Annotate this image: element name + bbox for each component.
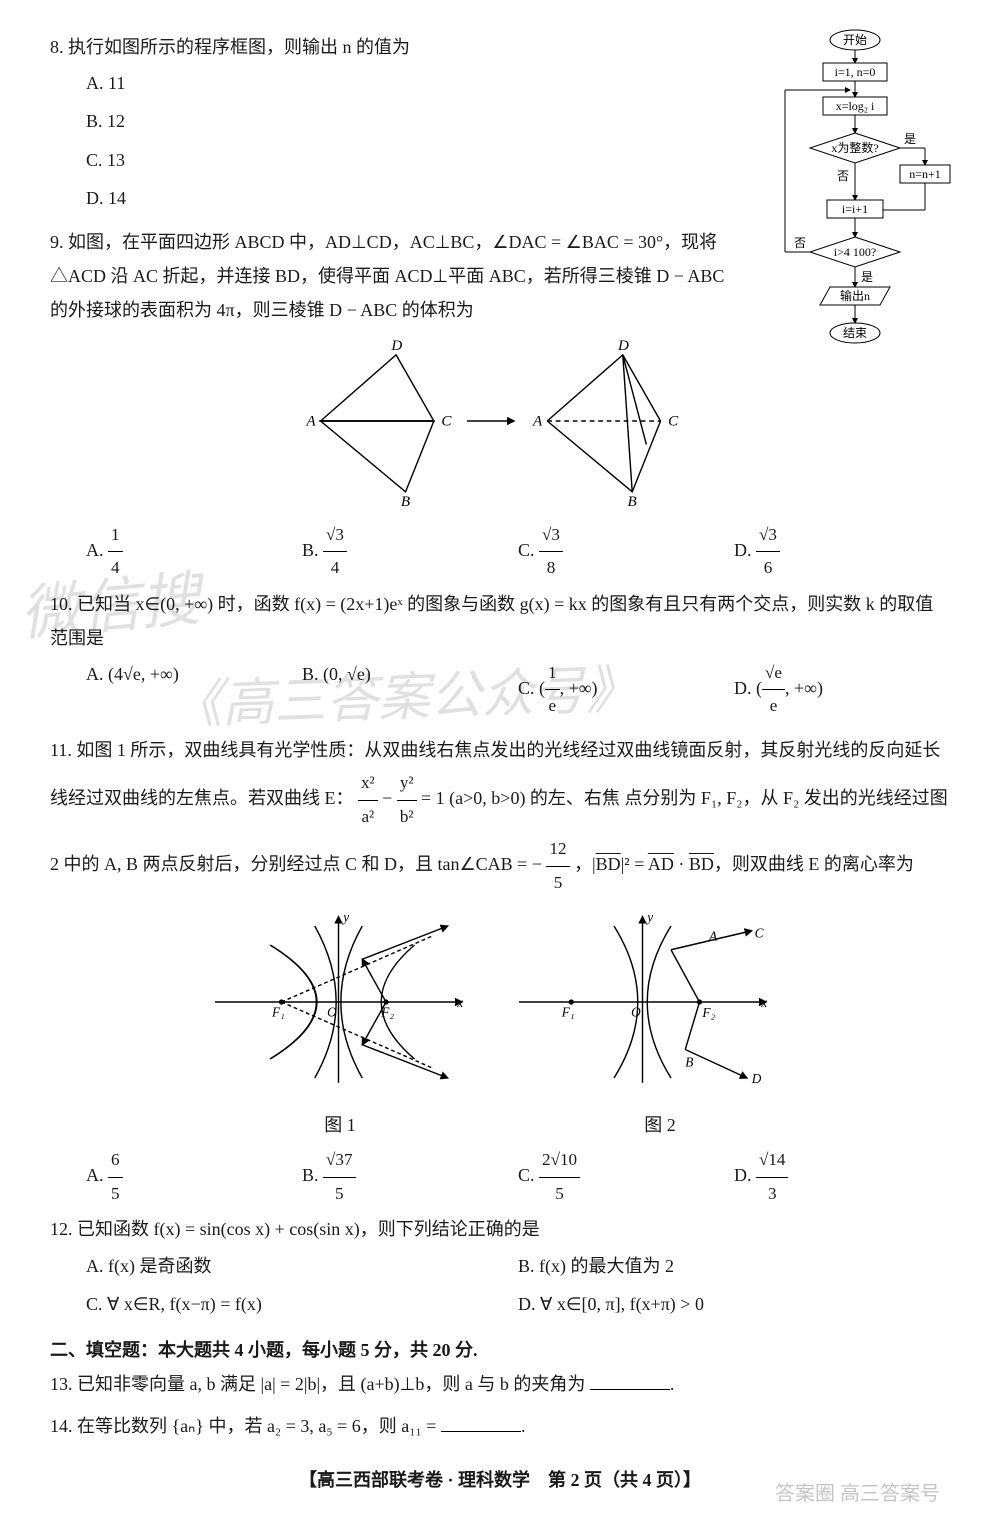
q11-opt-C: C. 2√105 — [518, 1142, 734, 1212]
q11-tan: tan∠CAB = − — [438, 854, 542, 874]
q8-opt-A: A. 11 — [86, 64, 730, 102]
q11-num: 11. — [50, 740, 72, 760]
svg-text:A: A — [305, 413, 316, 429]
page-footer: 【高三西部联考卷 · 理科数学 第 2 页（共 4 页）】 — [50, 1463, 950, 1497]
svg-text:y: y — [645, 909, 653, 924]
q9-opt-B: B. √34 — [302, 517, 518, 587]
q8-num: 8. — [50, 37, 64, 57]
question-12: 12. 已知函数 f(x) = sin(cos x) + cos(sin x)，… — [50, 1212, 950, 1323]
question-8: 8. 执行如图所示的程序框图，则输出 n 的值为 A. 11 B. 12 C. … — [50, 30, 950, 217]
q9-text: 如图，在平面四边形 ABCD 中，AD⊥CD，AC⊥BC，∠DAC = ∠BAC… — [50, 232, 724, 320]
q14-num: 14. — [50, 1416, 73, 1436]
q8-opt-D: D. 14 — [86, 179, 730, 217]
q9-opt-A: A. 14 — [86, 517, 302, 587]
q11-options: A. 65 B. √375 C. 2√105 D. √143 — [86, 1142, 950, 1212]
svg-text:D: D — [390, 338, 402, 354]
question-10: 10. 已知当 x∈(0, +∞) 时，函数 f(x) = (2x+1)eˣ 的… — [50, 587, 950, 725]
q9-options: A. 14 B. √34 C. √38 D. √36 — [86, 517, 950, 587]
q10-num: 10. — [50, 594, 73, 614]
svg-text:F₁: F₁ — [561, 1004, 575, 1019]
q8-opt-C: C. 13 — [86, 141, 730, 179]
svg-text:C: C — [441, 413, 452, 429]
q10-opt-C: C. (1e, +∞) — [518, 655, 734, 725]
q12-opt-B: B. f(x) 的最大值为 2 — [518, 1247, 950, 1285]
question-11: 11. 如图 1 所示，双曲线具有光学性质：从双曲线右焦点发出的光线经过双曲线镜… — [50, 733, 950, 899]
svg-text:C: C — [755, 925, 764, 940]
q10-opt-A: A. (4√e, +∞) — [86, 655, 302, 725]
q14-text: 在等比数列 {aₙ} 中，若 a₂ = 3, a₅ = 6，则 a₁₁ = — [77, 1416, 436, 1436]
fig2-label: 图 2 — [644, 1108, 676, 1142]
q13-num: 13. — [50, 1374, 73, 1394]
q13-blank — [590, 1371, 670, 1390]
fig1-label: 图 1 — [324, 1108, 356, 1142]
section-2-title: 二、填空题：本大题共 4 小题，每小题 5 分，共 20 分. — [50, 1333, 950, 1367]
q12-opt-D: D. ∀ x∈[0, π], f(x+π) > 0 — [518, 1285, 950, 1323]
q11-diagrams: F₁ F₂ O x y F₁ F₂ O x y A C B D — [50, 907, 950, 1142]
svg-text:结束: 结束 — [843, 326, 867, 340]
svg-text:D: D — [751, 1071, 762, 1086]
q11-bd: ，|BD|² = AD · BD，则双曲线 E 的离心率为 — [574, 854, 914, 874]
question-9: 9. 如图，在平面四边形 ABCD 中，AD⊥CD，AC⊥BC，∠DAC = ∠… — [50, 225, 950, 328]
q12-opt-A: A. f(x) 是奇函数 — [86, 1247, 518, 1285]
q10-opt-B: B. (0, √e) — [302, 655, 518, 725]
q9-opt-D: D. √36 — [734, 517, 950, 587]
svg-text:D: D — [617, 338, 629, 354]
svg-text:O: O — [327, 1004, 337, 1019]
q12-text: 已知函数 f(x) = sin(cos x) + cos(sin x)，则下列结… — [77, 1219, 540, 1239]
q11-opt-B: B. √375 — [302, 1142, 518, 1212]
q10-opt-D: D. (√ee, +∞) — [734, 655, 950, 725]
svg-text:C: C — [668, 413, 679, 429]
q13-text: 已知非零向量 a, b 满足 |a| = 2|b|，且 (a+b)⊥b，则 a … — [77, 1374, 585, 1394]
q11-eq-rhs: = 1 (a>0, b>0) 的左、右焦 — [421, 788, 620, 808]
svg-text:A: A — [532, 413, 543, 429]
q10-text: 已知当 x∈(0, +∞) 时，函数 f(x) = (2x+1)eˣ 的图象与函… — [50, 594, 933, 648]
q14-blank — [441, 1413, 521, 1432]
svg-text:B: B — [628, 494, 637, 506]
svg-text:F₁: F₁ — [271, 1004, 285, 1019]
svg-text:A: A — [708, 928, 718, 943]
svg-text:B: B — [685, 1055, 693, 1070]
q8-text: 执行如图所示的程序框图，则输出 n 的值为 — [68, 37, 410, 57]
q11-opt-A: A. 65 — [86, 1142, 302, 1212]
svg-text:F₂: F₂ — [701, 1005, 715, 1020]
svg-text:x: x — [456, 995, 463, 1010]
svg-text:O: O — [631, 1004, 641, 1019]
svg-text:F₂: F₂ — [380, 1004, 394, 1019]
svg-text:B: B — [401, 494, 410, 506]
q11-opt-D: D. √143 — [734, 1142, 950, 1212]
svg-text:y: y — [341, 909, 349, 924]
q9-num: 9. — [50, 232, 64, 252]
question-14: 14. 在等比数列 {aₙ} 中，若 a₂ = 3, a₅ = 6，则 a₁₁ … — [50, 1409, 950, 1443]
q12-num: 12. — [50, 1219, 73, 1239]
question-13: 13. 已知非零向量 a, b 满足 |a| = 2|b|，且 (a+b)⊥b，… — [50, 1367, 950, 1401]
svg-text:x: x — [760, 995, 767, 1010]
q8-opt-B: B. 12 — [86, 102, 730, 140]
q12-opt-C: C. ∀ x∈R, f(x−π) = f(x) — [86, 1285, 518, 1323]
q9-opt-C: C. √38 — [518, 517, 734, 587]
